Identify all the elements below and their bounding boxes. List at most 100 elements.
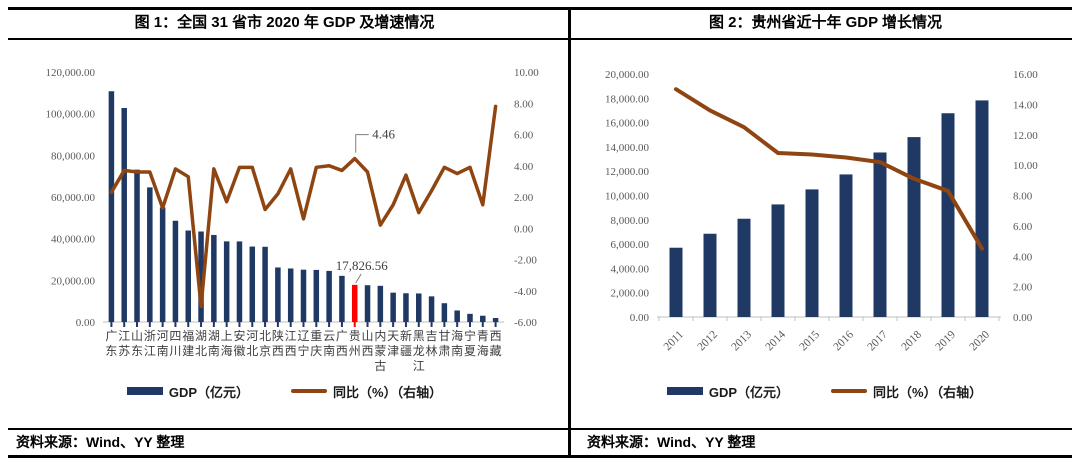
svg-text:120,000.00: 120,000.00 (46, 67, 96, 79)
svg-text:陕西: 陕西 (272, 328, 284, 358)
svg-text:河南: 河南 (157, 329, 169, 358)
gdp-legend-label: GDP（亿元） (708, 384, 790, 400)
svg-text:2.00: 2.00 (1013, 282, 1033, 294)
svg-text:北京: 北京 (259, 329, 271, 358)
svg-text:宁夏: 宁夏 (464, 328, 476, 358)
svg-text:8.00: 8.00 (514, 98, 534, 110)
chart2-source: 资料来源：Wind、YY 整理 (587, 434, 756, 450)
svg-text:4.46: 4.46 (372, 127, 395, 142)
svg-text:江苏: 江苏 (118, 329, 130, 358)
yoy-line-swatch (291, 389, 328, 393)
svg-text:2011: 2011 (662, 328, 687, 353)
svg-text:100,000.00: 100,000.00 (46, 109, 96, 121)
svg-text:2012: 2012 (695, 328, 720, 353)
svg-text:云南: 云南 (323, 329, 335, 358)
svg-text:6,000.00: 6,000.00 (611, 239, 650, 251)
svg-text:天津: 天津 (387, 329, 399, 358)
svg-text:青海: 青海 (477, 329, 489, 358)
svg-text:2018: 2018 (899, 328, 924, 353)
svg-text:西藏: 西藏 (490, 329, 502, 358)
yoy-legend-label: 同比（%）（右轴） (873, 384, 983, 400)
chart1-canvas: 0.00 20,000.00 40,000.00 60,000.00 80,000.00… (46, 67, 540, 373)
svg-text:贵州: 贵州 (349, 329, 361, 358)
svg-text:山西: 山西 (362, 329, 374, 358)
svg-text:广西: 广西 (336, 329, 348, 358)
svg-text:吉林: 吉林 (426, 329, 438, 358)
svg-text:0.00: 0.00 (1013, 312, 1033, 324)
svg-text:甘肃: 甘肃 (438, 329, 450, 358)
svg-text:6.00: 6.00 (1013, 221, 1033, 233)
chart1-title: 图 1：全国 31 省市 2020 年 GDP 及增速情况 (134, 14, 435, 31)
svg-text:湖北: 湖北 (195, 328, 207, 358)
top-border (8, 7, 1072, 10)
svg-text:安徽: 安徽 (233, 328, 245, 358)
svg-text:四川: 四川 (169, 329, 181, 358)
svg-text:新疆: 新疆 (400, 328, 412, 358)
svg-text:12,000.00: 12,000.00 (605, 166, 650, 178)
svg-text:2017: 2017 (865, 328, 890, 353)
svg-text:4.00: 4.00 (1013, 251, 1033, 263)
svg-text:浙江: 浙江 (144, 329, 156, 358)
svg-text:海南: 海南 (451, 328, 463, 358)
svg-text:江西: 江西 (285, 329, 297, 358)
gdp-legend-label: GDP（亿元） (168, 384, 250, 400)
svg-text:12.00: 12.00 (1013, 130, 1038, 142)
svg-text:6.00: 6.00 (514, 130, 534, 142)
svg-text:16.00: 16.00 (1013, 69, 1038, 81)
svg-text:2,000.00: 2,000.00 (611, 288, 650, 300)
bottom-border (8, 455, 1072, 458)
title-bottom-border (8, 38, 1072, 40)
svg-text:0.00: 0.00 (76, 317, 96, 329)
svg-text:2016: 2016 (831, 328, 856, 353)
gdp-bar-swatch (126, 387, 163, 395)
svg-text:4.00: 4.00 (514, 161, 534, 173)
svg-text:8,000.00: 8,000.00 (611, 215, 650, 227)
chart2-title: 图 2：贵州省近十年 GDP 增长情况 (708, 14, 943, 31)
svg-text:2014: 2014 (763, 328, 788, 353)
svg-text:-2.00: -2.00 (514, 255, 537, 267)
chart2-legend: GDP（亿元） 同比（%）（右轴） (569, 380, 1080, 402)
svg-text:20,000.00: 20,000.00 (605, 69, 650, 81)
svg-text:内蒙古: 内蒙古 (374, 329, 386, 373)
svg-text:辽宁: 辽宁 (297, 329, 309, 358)
legend-item-gdp: GDP（亿元） (126, 382, 250, 401)
svg-text:2019: 2019 (933, 328, 958, 353)
svg-text:山东: 山东 (131, 329, 143, 358)
svg-text:8.00: 8.00 (1013, 191, 1033, 203)
svg-text:60,000.00: 60,000.00 (51, 192, 96, 204)
chart1-source: 资料来源：Wind、YY 整理 (16, 434, 185, 450)
panel-divider (568, 7, 571, 458)
svg-text:黑龙江: 黑龙江 (413, 329, 425, 373)
gdp-bar-swatch (666, 387, 703, 395)
svg-text:上海: 上海 (221, 329, 233, 358)
svg-text:18,000.00: 18,000.00 (605, 93, 650, 105)
svg-text:16,000.00: 16,000.00 (605, 118, 650, 130)
svg-text:2020: 2020 (967, 328, 992, 353)
svg-text:14,000.00: 14,000.00 (605, 142, 650, 154)
svg-text:重庆: 重庆 (310, 329, 322, 358)
svg-text:-6.00: -6.00 (514, 317, 537, 329)
svg-text:14.00: 14.00 (1013, 99, 1038, 111)
legend-item-yoy: 同比（%）（右轴） (291, 382, 442, 401)
svg-text:0.00: 0.00 (630, 312, 650, 324)
svg-text:40,000.00: 40,000.00 (51, 234, 96, 246)
chart2-canvas: 0.00 2,000.00 4,000.00 6,000.00 8,000.00 10,0… (605, 69, 1038, 353)
svg-text:80,000.00: 80,000.00 (51, 150, 96, 162)
svg-text:10,000.00: 10,000.00 (605, 191, 650, 203)
yoy-line-swatch (831, 389, 868, 393)
svg-text:10.00: 10.00 (1013, 160, 1038, 172)
svg-text:2013: 2013 (729, 328, 754, 353)
svg-text:湖南: 湖南 (208, 328, 220, 358)
svg-text:4,000.00: 4,000.00 (611, 263, 650, 275)
svg-text:20,000.00: 20,000.00 (51, 275, 96, 287)
svg-text:福建: 福建 (182, 328, 194, 358)
legend-item-yoy: 同比（%）（右轴） (831, 382, 982, 401)
svg-text:2015: 2015 (797, 328, 822, 353)
footer-top-border (8, 428, 1072, 430)
svg-text:2.00: 2.00 (514, 192, 534, 204)
svg-text:-4.00: -4.00 (514, 286, 537, 298)
svg-text:10.00: 10.00 (514, 67, 539, 79)
svg-text:广东: 广东 (105, 329, 117, 358)
svg-text:0.00: 0.00 (514, 223, 534, 235)
